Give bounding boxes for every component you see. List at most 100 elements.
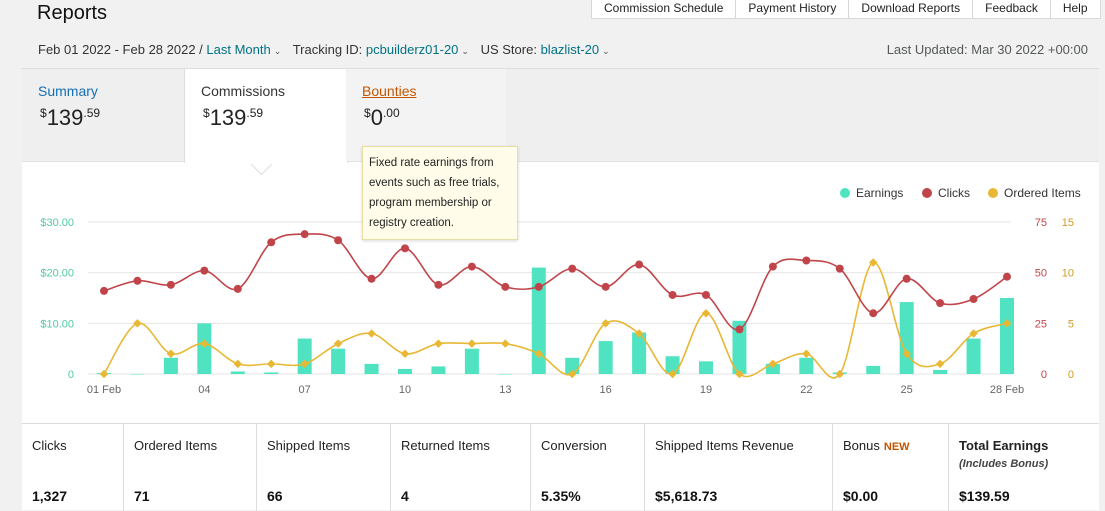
x-tick-label: 25	[901, 384, 913, 396]
x-tick-label: 04	[198, 384, 210, 396]
legend-earnings[interactable]: Earnings	[840, 186, 903, 200]
earnings-bar	[264, 372, 279, 374]
earnings-bar	[431, 366, 446, 374]
ordered-items-point	[367, 329, 376, 338]
clicks-point	[267, 238, 276, 247]
metric-summary[interactable]: Summary $139.59	[22, 69, 184, 161]
metric-bounties[interactable]: Bounties $0.00	[346, 69, 506, 161]
clicks-point	[200, 266, 209, 275]
clicks-point	[802, 256, 811, 265]
clicks-point	[367, 274, 376, 283]
y-right-clicks-tick: 25	[1035, 318, 1047, 330]
earnings-bar	[765, 363, 780, 374]
stat-shipped-revenue: Shipped Items Revenue $5,618.73	[644, 424, 833, 511]
stat-conversion: Conversion 5.35%	[530, 424, 645, 511]
ordered-items-point	[735, 369, 744, 379]
earnings-bar	[331, 348, 346, 374]
earnings-bar	[598, 341, 613, 374]
tracking-label: Tracking ID:	[292, 42, 363, 57]
earnings-bar	[197, 323, 212, 374]
clicks-point	[902, 274, 911, 283]
store-dropdown[interactable]: blazlist-20	[540, 42, 600, 57]
x-tick-label: 10	[399, 384, 411, 396]
ordered-items-point	[701, 308, 711, 318]
earnings-bar	[966, 338, 981, 374]
legend-clicks[interactable]: Clicks	[922, 186, 970, 200]
earnings-bar	[665, 356, 680, 374]
metric-value: $0.00	[364, 105, 400, 130]
tab-download-reports[interactable]: Download Reports	[848, 0, 974, 19]
new-badge: NEW	[883, 441, 910, 453]
clicks-point	[100, 286, 108, 295]
tab-commission-schedule[interactable]: Commission Schedule	[591, 0, 737, 19]
clicks-point	[735, 325, 744, 334]
chevron-down-icon[interactable]: ⌄	[461, 46, 469, 56]
earnings-chart: 0 0 0 $10.00 25 5 $20.00 50 10 $30.00 75 15 01 Feb 04…	[40, 217, 1074, 396]
clicks-point	[1003, 272, 1011, 281]
clicks-point	[467, 262, 476, 271]
ordered-items-point	[534, 349, 544, 358]
tab-help[interactable]: Help	[1049, 0, 1101, 19]
earnings-bar	[632, 332, 647, 374]
period-dropdown[interactable]: Last Month	[206, 42, 271, 57]
stat-clicks: Clicks 1,327	[32, 438, 68, 504]
ordered-items-point	[400, 349, 410, 358]
stat-total-earnings: Total Earnings (Includes Bonus) $139.59	[948, 424, 1100, 511]
ordered-items-line	[103, 261, 1008, 379]
clicks-point	[936, 299, 945, 308]
last-updated: Last Updated: Mar 30 2022 +00:00	[886, 42, 1088, 57]
x-tick-label: 07	[299, 384, 311, 396]
chart-axes: 0 0 0 $10.00 25 5 $20.00 50 10 $30.00 75 15 01 Feb 04…	[40, 217, 1074, 396]
y-right-ordered-tick: 0	[1068, 369, 1074, 381]
stat-ordered-items: Ordered Items 71	[123, 424, 257, 511]
earnings-bar	[498, 374, 513, 375]
clicks-legend-icon	[922, 188, 932, 198]
chart-lines	[99, 230, 1012, 379]
tab-feedback[interactable]: Feedback	[972, 0, 1051, 19]
y-right-clicks-tick: 50	[1035, 268, 1047, 280]
ordered-items-point	[668, 369, 677, 379]
y-right-clicks-tick: 0	[1041, 369, 1047, 381]
ordered-items-point	[768, 359, 778, 369]
y-left-tick: 0	[68, 369, 74, 381]
chevron-down-icon[interactable]: ⌄	[273, 46, 282, 56]
clicks-point	[601, 282, 610, 291]
chevron-down-icon[interactable]: ⌄	[602, 46, 610, 56]
legend-ordered-items[interactable]: Ordered Items	[988, 186, 1081, 200]
clicks-point	[835, 264, 844, 273]
report-panel: Summary $139.59 Commissions $139.59 Boun…	[22, 68, 1100, 511]
page-title: Reports	[37, 2, 108, 24]
earnings-bar	[297, 338, 312, 374]
ordered-items-point	[567, 369, 577, 379]
earnings-bar	[531, 267, 546, 374]
clicks-point	[434, 280, 443, 289]
earnings-bar	[163, 357, 178, 374]
earnings-bar	[130, 374, 145, 375]
clicks-point	[401, 244, 409, 253]
ordered-items-point	[467, 339, 477, 348]
tab-payment-history[interactable]: Payment History	[735, 0, 850, 19]
y-right-clicks-tick: 75	[1035, 217, 1047, 229]
y-right-ordered-tick: 5	[1068, 318, 1074, 330]
clicks-point	[969, 295, 978, 304]
clicks-point	[233, 284, 242, 293]
date-range: Feb 01 2022 - Feb 28 2022 /	[38, 42, 203, 57]
report-filters: Feb 01 2022 - Feb 28 2022 / Last Month ⌄ …	[38, 42, 618, 57]
y-right-ordered-tick: 15	[1062, 217, 1074, 229]
ordered-items-point	[634, 329, 644, 338]
x-tick-label: 19	[700, 384, 712, 396]
metric-label[interactable]: Bounties	[362, 83, 417, 99]
earnings-bar	[565, 357, 580, 374]
earnings-bar	[464, 348, 479, 374]
x-tick-label: 16	[600, 384, 612, 396]
earnings-bar	[398, 368, 412, 374]
clicks-point	[568, 264, 577, 273]
earnings-bar	[732, 320, 747, 374]
metric-commissions[interactable]: Commissions $139.59	[184, 69, 348, 163]
ordered-items-point	[802, 349, 811, 358]
tracking-id-dropdown[interactable]: pcbuilderz01-20	[365, 42, 459, 57]
stat-bonus: Bonus NEW $0.00	[832, 424, 949, 511]
earnings-bar	[899, 302, 914, 374]
ordered-items-point	[99, 369, 109, 379]
ordered-items-point	[266, 359, 276, 369]
